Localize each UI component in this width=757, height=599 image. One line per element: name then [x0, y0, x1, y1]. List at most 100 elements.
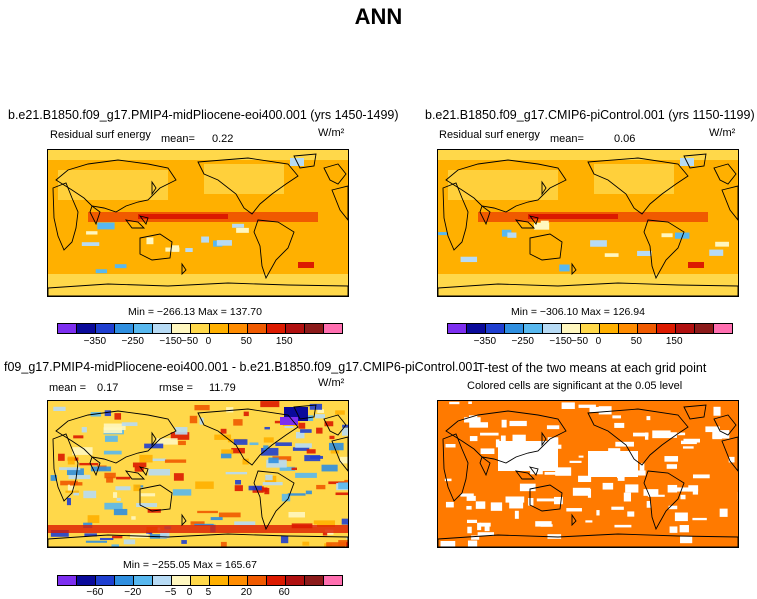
- diff-cell: [178, 440, 186, 446]
- ttest-insignificant-cell: [588, 451, 638, 477]
- colorbar-swatch: [324, 576, 342, 585]
- diff-cell: [111, 544, 119, 547]
- diff-cell: [280, 535, 289, 544]
- colorbar-tick-label: −350: [473, 336, 497, 347]
- ttest-insignificant-cell: [692, 488, 699, 495]
- diff-cell: [335, 410, 345, 415]
- field-patch: [146, 237, 154, 245]
- coastline: [331, 436, 348, 472]
- ttest-insignificant-cell: [444, 478, 452, 482]
- diff-cell: [338, 540, 348, 546]
- figure-title: ANN: [354, 4, 403, 29]
- coastline: [713, 163, 737, 185]
- diff-cell: [123, 539, 136, 545]
- ttest-insignificant-cell: [643, 489, 659, 496]
- colorbar-swatch: [619, 324, 638, 333]
- ttest-insignificant-cell: [596, 510, 600, 516]
- ttest-insignificant-cell: [578, 475, 592, 483]
- diff-cell: [287, 493, 306, 496]
- coastline: [643, 219, 685, 280]
- ttest-insignificant-cell: [535, 521, 552, 527]
- ttest-insignificant-cell: [578, 455, 584, 458]
- coastline: [323, 414, 347, 436]
- diff-cell: [313, 520, 336, 527]
- field-patch: [533, 222, 550, 230]
- coastline: [293, 404, 317, 420]
- ttest-insignificant-cell: [468, 401, 472, 404]
- coastline: [89, 456, 101, 477]
- diff-cell: [73, 490, 79, 496]
- diff-cell: [306, 449, 316, 454]
- diff-cell: [316, 427, 323, 434]
- field-patch: [637, 250, 652, 257]
- field-land-patch: [594, 164, 674, 194]
- ttest-insignificant-cell: [479, 522, 491, 527]
- coastline: [138, 215, 149, 225]
- ttest-insignificant-cell: [555, 444, 562, 449]
- ttest-insignificant-cell: [509, 420, 527, 427]
- panel-tl-minmax: Min = −266.13 Max = 137.70: [128, 306, 262, 318]
- diff-cell: [300, 429, 312, 433]
- ttest-insignificant-cell: [477, 532, 495, 536]
- ttest-insignificant-cell: [611, 506, 624, 510]
- ttest-insignificant-cell: [536, 498, 555, 502]
- colorbar-tick-label: −250: [511, 336, 534, 347]
- diff-cell: [104, 410, 112, 417]
- ttest-insignificant-cell: [547, 437, 559, 445]
- ttest-insignificant-cell: [612, 415, 622, 419]
- colorbar-swatch: [305, 576, 324, 585]
- diff-cell: [291, 467, 297, 471]
- colorbar-swatch: [229, 576, 248, 585]
- diff-cell: [195, 481, 214, 489]
- field-patch: [81, 242, 100, 246]
- ttest-insignificant-cell: [475, 501, 486, 509]
- field-patch: [715, 241, 729, 247]
- colorbar-swatch: [115, 324, 134, 333]
- diff-cell: [103, 427, 123, 434]
- field-land-patch: [58, 170, 168, 200]
- diff-cell: [284, 424, 294, 429]
- colorbar-swatch: [248, 324, 267, 333]
- coastline: [331, 185, 348, 221]
- ttest-insignificant-cell: [658, 432, 677, 438]
- ttest-insignificant-cell: [719, 508, 728, 517]
- ttest-insignificant-cell: [490, 502, 503, 511]
- colorbar-swatch: [676, 324, 695, 333]
- diff-cell: [263, 437, 274, 443]
- ttest-insignificant-cell: [464, 417, 481, 423]
- coastline: [713, 414, 737, 436]
- coastline: [529, 484, 563, 512]
- ttest-insignificant-cell: [728, 456, 735, 463]
- colorbar-swatch: [58, 324, 77, 333]
- ttest-insignificant-cell: [680, 440, 697, 445]
- diff-cell: [266, 459, 287, 468]
- coastline: [124, 219, 146, 229]
- ttest-insignificant-cell: [683, 438, 700, 443]
- colorbar-swatch: [467, 324, 486, 333]
- diff-cell: [194, 523, 214, 526]
- field-patch: [185, 248, 193, 253]
- coastline: [151, 180, 157, 196]
- diff-cell: [84, 533, 97, 537]
- diff-cell: [338, 482, 348, 490]
- diff-cell: [268, 457, 279, 464]
- diff-cell: [112, 535, 123, 539]
- diff-cell: [328, 442, 344, 451]
- diff-cell: [233, 419, 243, 426]
- field-patch: [114, 264, 127, 269]
- diff-cell: [220, 428, 227, 434]
- ttest-insignificant-cell: [501, 419, 507, 428]
- diff-cell: [281, 493, 291, 502]
- colorbar-swatch: [543, 324, 562, 333]
- diff-cell: [85, 540, 108, 543]
- panel-bl-rmse-value: 11.79: [209, 382, 236, 394]
- field-patch: [507, 232, 517, 238]
- diff-cell: [214, 434, 232, 440]
- diff-cell: [234, 485, 243, 492]
- diff-cell: [262, 482, 283, 486]
- coastline: [514, 219, 536, 229]
- colorbar-swatch: [486, 324, 505, 333]
- field-patch: [460, 256, 478, 263]
- panel-tl-mean-value: 0.22: [212, 133, 234, 145]
- diff-cell: [106, 476, 114, 483]
